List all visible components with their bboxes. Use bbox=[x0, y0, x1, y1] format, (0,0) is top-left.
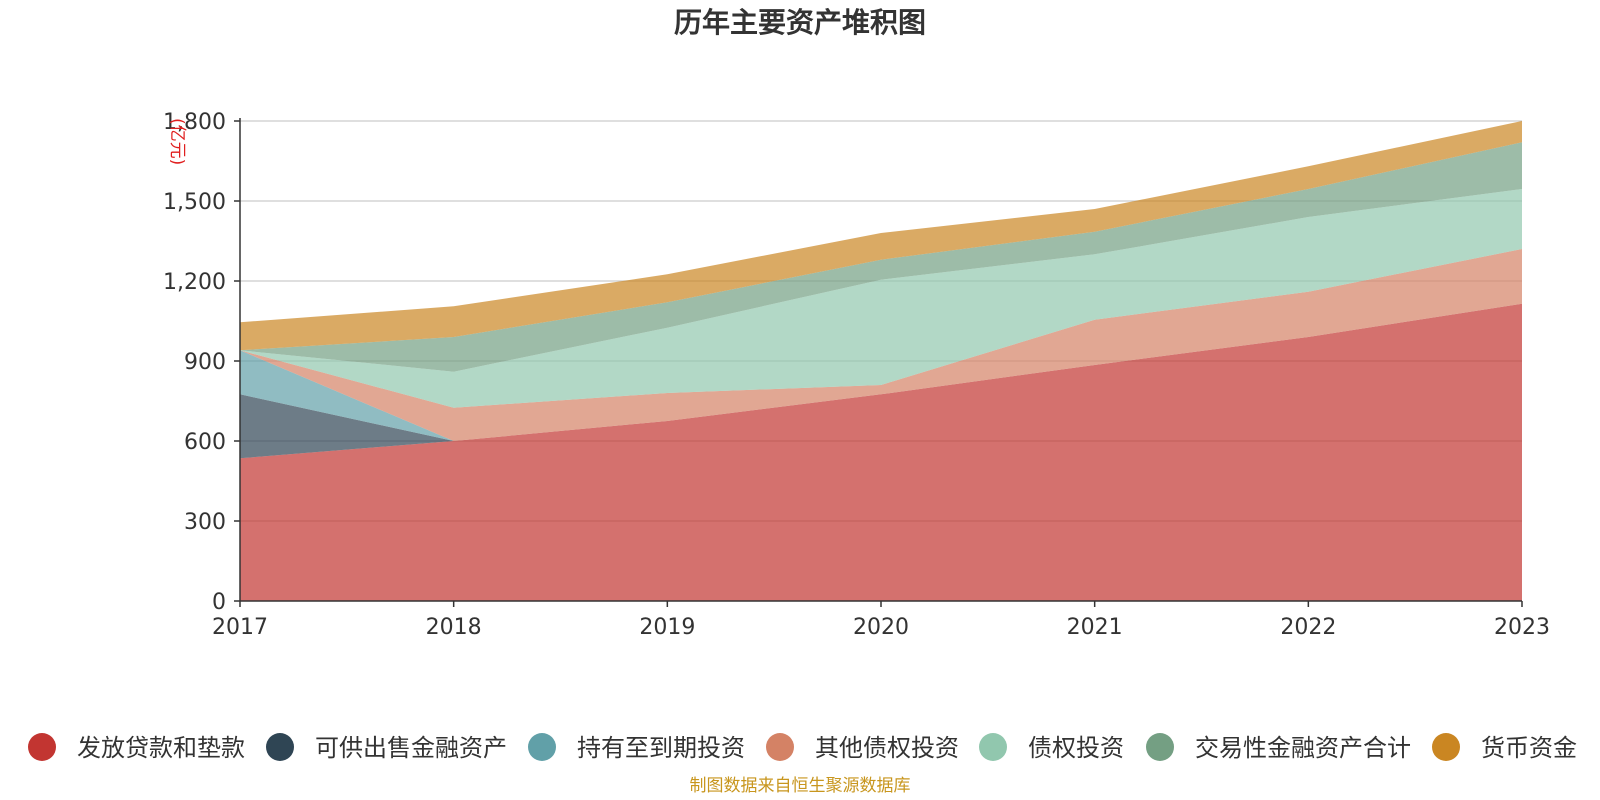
x-tick-label-0: 2017 bbox=[212, 615, 268, 640]
y-tick-label-1: 300 bbox=[184, 510, 226, 535]
y-axis-unit-label: (亿元) bbox=[167, 118, 187, 165]
y-tick-label-6: 1,800 bbox=[163, 110, 226, 135]
x-tick-label-4: 2021 bbox=[1067, 615, 1123, 640]
area-series-5 bbox=[240, 142, 1522, 372]
legend-swatch-4 bbox=[979, 733, 1007, 761]
y-tick-label-0: 0 bbox=[212, 590, 226, 615]
legend-label-5: 交易性金融资产合计 bbox=[1195, 734, 1411, 762]
legend-swatch-2 bbox=[528, 733, 556, 761]
x-tick-label-1: 2018 bbox=[426, 615, 482, 640]
legend-label-3: 其他债权投资 bbox=[815, 734, 959, 762]
area-series bbox=[240, 121, 1522, 601]
legend-label-2: 持有至到期投资 bbox=[577, 734, 745, 762]
legend-item-0[interactable]: 发放贷款和垫款 bbox=[28, 733, 245, 762]
legend-swatch-6 bbox=[1432, 733, 1460, 761]
x-tick-label-5: 2022 bbox=[1280, 615, 1336, 640]
area-series-6 bbox=[240, 121, 1522, 351]
source-label: 制图数据来自恒生聚源数据库 bbox=[690, 776, 911, 796]
legend-item-3[interactable]: 其他债权投资 bbox=[766, 733, 959, 762]
legend-item-6[interactable]: 货币资金 bbox=[1432, 733, 1577, 762]
legend-swatch-3 bbox=[766, 733, 794, 761]
legend-item-2[interactable]: 持有至到期投资 bbox=[528, 733, 745, 762]
legend-swatch-5 bbox=[1146, 733, 1174, 761]
x-tick-label-2: 2019 bbox=[639, 615, 695, 640]
y-tick-label-3: 900 bbox=[184, 350, 226, 375]
legend-label-1: 可供出售金融资产 bbox=[315, 734, 507, 762]
y-tick-label-2: 600 bbox=[184, 430, 226, 455]
axes: 0 300 600 900 1,200 1,500 1,800 2017 2018 2019 202… bbox=[163, 110, 1550, 640]
x-tick-label-6: 2023 bbox=[1494, 615, 1550, 640]
legend-item-1[interactable]: 可供出售金融资产 bbox=[266, 733, 507, 762]
y-tick-label-4: 1,200 bbox=[163, 270, 226, 295]
legend-swatch-1 bbox=[266, 733, 294, 761]
y-tick-label-5: 1,500 bbox=[163, 190, 226, 215]
legend-item-5[interactable]: 交易性金融资产合计 bbox=[1146, 733, 1411, 762]
area-series-0 bbox=[240, 303, 1522, 601]
legend-swatch-0 bbox=[28, 733, 56, 761]
x-tick-label-3: 2020 bbox=[853, 615, 909, 640]
area-series-1 bbox=[240, 303, 1522, 459]
legend-item-4[interactable]: 债权投资 bbox=[979, 733, 1124, 762]
legend: 发放贷款和垫款 可供出售金融资产 持有至到期投资 其他债权投资 债权投资 交易性金融资产合… bbox=[28, 733, 1577, 762]
chart-title: 历年主要资产堆积图 bbox=[674, 6, 926, 39]
legend-label-6: 货币资金 bbox=[1481, 734, 1577, 762]
legend-label-0: 发放贷款和垫款 bbox=[77, 734, 245, 762]
area-series-4 bbox=[240, 189, 1522, 408]
legend-label-4: 债权投资 bbox=[1028, 734, 1124, 762]
